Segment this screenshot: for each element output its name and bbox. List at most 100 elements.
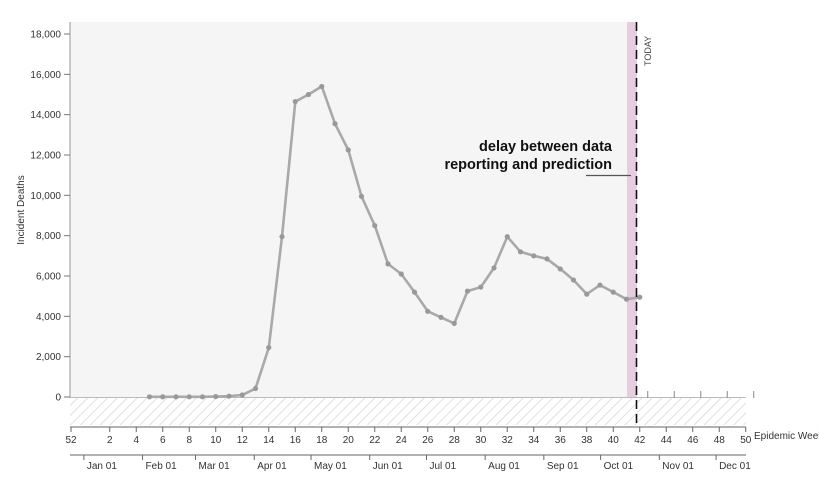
data-point (332, 121, 338, 127)
week-tick-label: 46 (687, 435, 699, 446)
month-tick-label: Aug 01 (488, 461, 520, 472)
y-tick-label: 16,000 (30, 70, 61, 81)
delay-band (627, 22, 637, 398)
y-tick-label: 8,000 (36, 231, 61, 242)
week-tick-label: 4 (133, 435, 139, 446)
data-point (451, 320, 457, 326)
data-point (292, 98, 298, 105)
y-tick-label: 18,000 (30, 30, 61, 41)
week-tick-label: 20 (343, 435, 355, 446)
data-point (438, 314, 444, 320)
week-tick-label: 8 (186, 435, 192, 446)
data-point (504, 234, 510, 240)
data-point (610, 289, 616, 295)
week-tick-label: 28 (449, 435, 461, 446)
y-tick-label: 14,000 (30, 110, 61, 121)
data-point (199, 394, 206, 400)
data-point (266, 344, 272, 351)
data-point (544, 256, 550, 262)
week-tick-label: 6 (160, 435, 166, 446)
week-tick-label: 12 (237, 435, 249, 446)
data-point (464, 288, 471, 294)
data-point (491, 265, 497, 271)
week-axis-ticks: 52 2 4 6 8 10 12 14 16 18 20 22 24 26 28 30 32 34 36 38 40 42… (65, 427, 752, 446)
plot-background (70, 22, 635, 398)
data-point (517, 249, 524, 255)
week-tick-label: 30 (475, 435, 487, 446)
week-tick-label: 34 (528, 435, 540, 446)
data-point (597, 282, 603, 288)
annotation-line-2: reporting and prediction (444, 157, 612, 173)
month-tick-label: Mar 01 (199, 461, 231, 472)
data-point (239, 392, 245, 398)
data-point (478, 284, 484, 290)
month-tick-label: May 01 (314, 461, 347, 472)
data-point (385, 261, 391, 267)
data-point (358, 193, 365, 199)
data-point (398, 271, 404, 277)
future-week-marks (647, 391, 755, 398)
month-tick-label: Dec 01 (719, 461, 751, 472)
y-axis-title: Incident Deaths (16, 175, 27, 245)
data-point (186, 394, 192, 400)
data-point (584, 291, 590, 297)
y-tick-label: 2,000 (36, 352, 61, 363)
y-tick-label: 0 (55, 393, 61, 404)
data-point (319, 83, 325, 90)
week-tick-label: 38 (581, 435, 593, 446)
series-points (146, 83, 643, 400)
month-tick-label: Feb 01 (146, 461, 178, 472)
month-tick-label: Jun 01 (373, 461, 403, 472)
data-point (557, 266, 563, 272)
week-tick-label: 16 (290, 435, 302, 446)
y-tick-label: 12,000 (30, 151, 61, 162)
week-tick-label: 18 (316, 435, 328, 446)
month-tick-label: Nov 01 (662, 461, 694, 472)
data-point (531, 253, 537, 259)
month-axis-ticks: Jan 01 Feb 01 Mar 01 Apr 01 May 01 Jun 01 Jul … (83, 455, 751, 472)
data-point (226, 393, 232, 399)
week-tick-label: 48 (714, 435, 726, 446)
data-point (425, 308, 431, 314)
week-tick-label: 44 (661, 435, 673, 446)
data-point (252, 385, 259, 392)
week-tick-label: 42 (634, 435, 646, 446)
week-tick-label: 22 (369, 435, 381, 446)
data-point (411, 289, 418, 295)
month-tick-label: Jul 01 (429, 461, 456, 472)
week-tick-label: 50 (740, 435, 752, 446)
data-point (305, 91, 312, 98)
data-point (637, 294, 643, 300)
x-axis-title: Epidemic Week (754, 431, 819, 442)
month-tick-label: Sep 01 (547, 461, 579, 472)
week-tick-label: 24 (396, 435, 408, 446)
data-point (623, 296, 630, 302)
data-point (345, 147, 351, 153)
month-tick-label: Jan 01 (87, 461, 117, 472)
week-tick-label: 52 (65, 435, 77, 446)
week-tick-label: 10 (210, 435, 222, 446)
data-point (279, 234, 285, 240)
y-tick-label: 6,000 (36, 272, 61, 283)
week-tick-label: 14 (263, 435, 275, 446)
data-point (570, 277, 577, 283)
week-tick-label: 32 (502, 435, 514, 446)
data-point (173, 394, 179, 400)
month-tick-label: Apr 01 (257, 461, 287, 472)
week-tick-label: 40 (608, 435, 620, 446)
y-axis-ticks: 0 2,000 4,000 6,000 8,000 10,000 12,000 14,000 1… (30, 30, 70, 404)
data-point (372, 222, 378, 229)
week-tick-label: 26 (422, 435, 434, 446)
y-tick-label: 10,000 (30, 191, 61, 202)
today-label: TODAY (643, 36, 653, 66)
month-tick-label: Oct 01 (604, 461, 634, 472)
data-point (146, 394, 153, 400)
y-tick-label: 4,000 (36, 312, 61, 323)
future-hatch-area (70, 398, 746, 425)
annotation-line-1: delay between data (479, 139, 613, 155)
data-point (213, 393, 219, 400)
week-tick-label: 36 (555, 435, 567, 446)
week-tick-label: 2 (107, 435, 113, 446)
data-point (160, 394, 166, 400)
